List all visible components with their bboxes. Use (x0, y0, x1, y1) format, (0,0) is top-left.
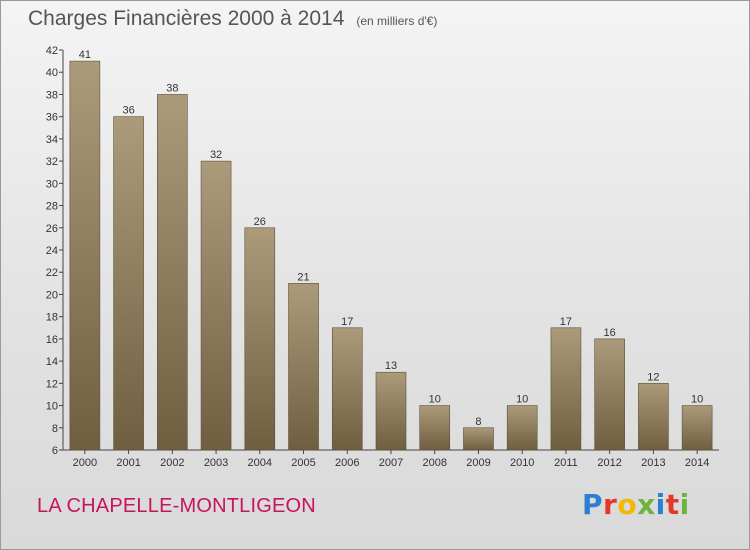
bar-value-label: 10 (691, 394, 703, 406)
y-tick-label: 12 (46, 378, 58, 390)
chart-unit-note: (en milliers d'€) (356, 14, 438, 28)
y-tick-label: 26 (46, 223, 58, 235)
bar (200, 160, 232, 451)
x-tick-label: 2004 (248, 457, 272, 469)
logo-letter: i (679, 488, 690, 521)
y-tick-label: 22 (46, 267, 58, 279)
logo-letter: i (655, 488, 666, 521)
bar-value-label: 13 (385, 360, 397, 372)
bar (550, 327, 582, 451)
bar (288, 283, 319, 451)
y-tick-label: 18 (46, 312, 58, 324)
x-tick-label: 2013 (641, 457, 665, 469)
logo-letter: r (603, 488, 618, 521)
x-tick-label: 2008 (422, 457, 446, 469)
bar (506, 405, 538, 451)
bar-value-label: 21 (297, 271, 309, 283)
proxiti-logo[interactable]: Proxiti (582, 488, 690, 521)
bar-value-label: 32 (210, 149, 222, 161)
y-tick-label: 16 (46, 334, 58, 346)
y-tick-label: 38 (46, 89, 58, 101)
bar-value-label: 10 (516, 394, 528, 406)
x-tick-label: 2007 (379, 457, 403, 469)
logo-letter: P (582, 488, 604, 521)
x-tick-label: 2014 (685, 457, 709, 469)
x-tick-label: 2010 (510, 457, 534, 469)
x-tick-label: 2011 (554, 457, 578, 469)
bar (244, 227, 276, 451)
bar-value-label: 12 (647, 371, 659, 383)
bar (157, 94, 188, 451)
logo-letter: o (617, 488, 638, 521)
y-tick-label: 24 (46, 245, 58, 257)
bar-value-label: 17 (560, 316, 572, 328)
bar-value-label: 36 (122, 105, 134, 117)
y-tick-label: 8 (52, 423, 58, 435)
bar-value-label: 26 (254, 216, 266, 228)
bars (69, 60, 713, 451)
y-tick-label: 14 (46, 356, 58, 368)
y-tick-label: 20 (46, 289, 58, 301)
bar-value-label: 41 (79, 49, 91, 61)
bar-value-label: 17 (341, 316, 353, 328)
y-tick-label: 28 (46, 201, 58, 213)
chart-title: Charges Financières 2000 à 2014 (en milli… (28, 7, 437, 31)
x-tick-label: 2000 (73, 457, 97, 469)
town-name: LA CHAPELLE-MONTLIGEON (37, 495, 316, 517)
logo-letter: t (665, 488, 680, 521)
bar (331, 327, 363, 451)
bar-value-label: 16 (604, 327, 616, 339)
bar-value-labels: 41 36 38 32 26 21 17 13 10 8 10 17 16 12 10 (79, 49, 704, 428)
x-tick-label: 2002 (160, 457, 184, 469)
bar-value-label: 8 (475, 416, 481, 428)
bar (638, 383, 669, 451)
bar (69, 60, 101, 451)
y-tick-label: 34 (46, 134, 58, 146)
bar (419, 405, 451, 451)
bar (594, 338, 625, 451)
x-tick-label: 2005 (291, 457, 315, 469)
bar-value-label: 38 (166, 82, 178, 94)
y-tick-label: 10 (46, 401, 58, 413)
x-tick-label: 2006 (335, 457, 359, 469)
bar (113, 116, 144, 451)
bar (375, 371, 407, 451)
y-tick-label: 42 (46, 45, 58, 57)
bar-value-label: 10 (429, 394, 441, 406)
y-tick-label: 36 (46, 112, 58, 124)
y-tick-label: 40 (46, 67, 58, 79)
x-tick-label: 2009 (466, 457, 490, 469)
bar (681, 405, 713, 451)
y-tick-label: 32 (46, 156, 58, 168)
bar (463, 427, 494, 451)
y-tick-label: 30 (46, 178, 58, 190)
logo-letter: x (637, 488, 656, 521)
x-tick-label: 2012 (597, 457, 621, 469)
x-tick-label: 2003 (204, 457, 228, 469)
chart-title-text: Charges Financières 2000 à 2014 (28, 7, 345, 30)
x-tick-label: 2001 (116, 457, 140, 469)
y-axis: 6 8 10 12 14 16 18 20 22 24 26 28 30 32 34 36 38 40 42 (46, 45, 64, 457)
y-tick-label: 6 (52, 445, 58, 457)
x-axis: 2000 2001 2002 2003 2004 2005 2006 2007 2008 2009… (63, 449, 719, 469)
